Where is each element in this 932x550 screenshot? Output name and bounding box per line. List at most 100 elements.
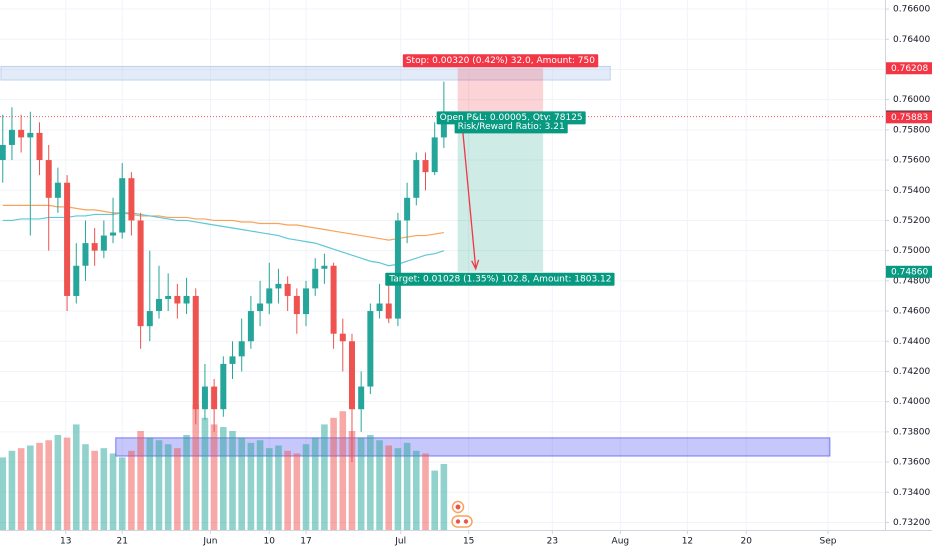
- volume-bar: [128, 450, 135, 530]
- volume-bar: [146, 437, 154, 530]
- zone: [115, 437, 831, 457]
- volume-bar: [339, 411, 347, 530]
- x-tick-label: Jul: [394, 537, 406, 547]
- volume-bar: [82, 444, 89, 530]
- volume-bar: [220, 427, 227, 530]
- volume-bar: [183, 434, 190, 530]
- candle-body: [45, 160, 52, 198]
- volume-bar: [357, 437, 365, 530]
- candle-body: [155, 298, 162, 312]
- candle-body: [422, 160, 429, 173]
- x-tick-label: Aug: [612, 537, 630, 547]
- y-tick-label: 0.75400: [893, 186, 930, 196]
- volume-bar: [330, 417, 337, 530]
- candle-body: [266, 288, 273, 304]
- volume-bar: [394, 448, 402, 530]
- candle-body: [284, 283, 291, 296]
- y-tick-label: 0.75200: [893, 216, 930, 226]
- volume-bar: [174, 448, 181, 530]
- event-icon[interactable]: [451, 515, 473, 528]
- candle-body: [82, 243, 89, 266]
- candle-body: [394, 220, 401, 319]
- volume-bar: [275, 445, 282, 530]
- candle-body: [174, 295, 181, 304]
- target-label: Target: 0.01028 (1.35%) 102.8, Amount: 1…: [388, 274, 611, 284]
- candle-body: [229, 356, 236, 364]
- volume-bar: [192, 404, 200, 530]
- candle-body: [238, 341, 245, 357]
- ma-line: [2, 212, 445, 267]
- rr-label: Risk/Reward Ratio: 3.21: [458, 122, 565, 132]
- stop-label-bg: [402, 54, 599, 68]
- event-icon-dot: [463, 519, 469, 524]
- price-axis: 0.766000.764000.762000.760000.758000.756…: [885, 5, 932, 528]
- candle-body: [165, 295, 172, 299]
- y-tick-label: 0.76600: [893, 5, 930, 15]
- volume-bar: [367, 434, 374, 530]
- volume-bar: [8, 450, 16, 530]
- candle-body: [367, 311, 374, 387]
- candle-body: [54, 182, 61, 198]
- volume-bar: [100, 448, 108, 530]
- volume-bar: [36, 442, 43, 530]
- y-tick-label: 0.73400: [893, 488, 930, 498]
- stop-label: Stop: 0.00320 (0.42%) 32.0, Amount: 750: [406, 56, 595, 66]
- candle-body: [257, 303, 264, 312]
- y-tick-label: 0.74200: [893, 367, 930, 377]
- candle-body: [201, 386, 208, 410]
- candle-body: [413, 160, 420, 198]
- x-tick-label: 20: [741, 537, 753, 547]
- candle-body: [137, 220, 144, 327]
- volume-bar: [137, 431, 144, 530]
- candles: [0, 81, 447, 463]
- y-tick-label: 0.76000: [893, 95, 930, 105]
- candle-body: [100, 235, 107, 251]
- candle-body: [312, 268, 319, 289]
- volume-bar: [155, 440, 163, 530]
- volume-bar: [247, 442, 255, 530]
- time-axis: 13 21 Jun 10 17 Jul 15 23 Aug 12 20 Sep: [60, 530, 837, 547]
- target-label-bg: [385, 272, 615, 286]
- position-tool: [457, 68, 544, 272]
- volume-bar: [422, 453, 429, 530]
- x-tick-label: 10: [264, 537, 276, 547]
- volume-bar: [293, 453, 301, 530]
- x-tick-label: 13: [60, 537, 71, 547]
- volume-bar: [440, 464, 448, 530]
- event-icon-dot: [455, 504, 461, 510]
- x-tick-label: 17: [300, 537, 311, 547]
- y-tick-label: 0.73600: [893, 458, 930, 468]
- stop-label-group: Stop: 0.00320 (0.42%) 32.0, Amount: 750: [402, 54, 599, 68]
- volume-bar: [0, 457, 7, 530]
- y-tick-label: 0.75600: [893, 156, 930, 166]
- y-tick-label: 0.74600: [893, 307, 930, 317]
- y-tick-label: 0.74400: [893, 337, 930, 347]
- pnl-label: Open P&L: 0.00005, Qty: 78125: [440, 113, 583, 123]
- price-label-bg: [886, 62, 932, 75]
- target-zone: [457, 117, 544, 272]
- volume-bar: [109, 453, 117, 530]
- volume-bar: [17, 448, 25, 530]
- y-tick-label: 0.75800: [893, 125, 930, 135]
- volume-bar: [27, 445, 34, 530]
- volume-bar: [413, 450, 420, 530]
- candle-body: [321, 265, 328, 269]
- volume-bar: [63, 437, 71, 530]
- x-tick-label: Sep: [820, 537, 837, 547]
- x-tick-label: Jun: [202, 537, 217, 547]
- candle-body: [376, 303, 383, 312]
- y-tick-label: 0.75000: [893, 246, 930, 256]
- candle-body: [440, 117, 447, 138]
- volume-bar: [348, 431, 356, 530]
- candle-body: [91, 243, 98, 251]
- trade-arrow-head: [471, 259, 480, 271]
- volume-bar: [431, 470, 438, 530]
- volume-bar: [72, 424, 80, 530]
- candle-body: [330, 265, 337, 334]
- volume-bar: [91, 450, 98, 530]
- x-tick-label: 12: [682, 537, 693, 547]
- volume-bar: [54, 434, 62, 530]
- candle-body: [36, 132, 43, 161]
- event-icons[interactable]: [451, 500, 473, 528]
- y-tick-label: 0.73800: [893, 427, 930, 437]
